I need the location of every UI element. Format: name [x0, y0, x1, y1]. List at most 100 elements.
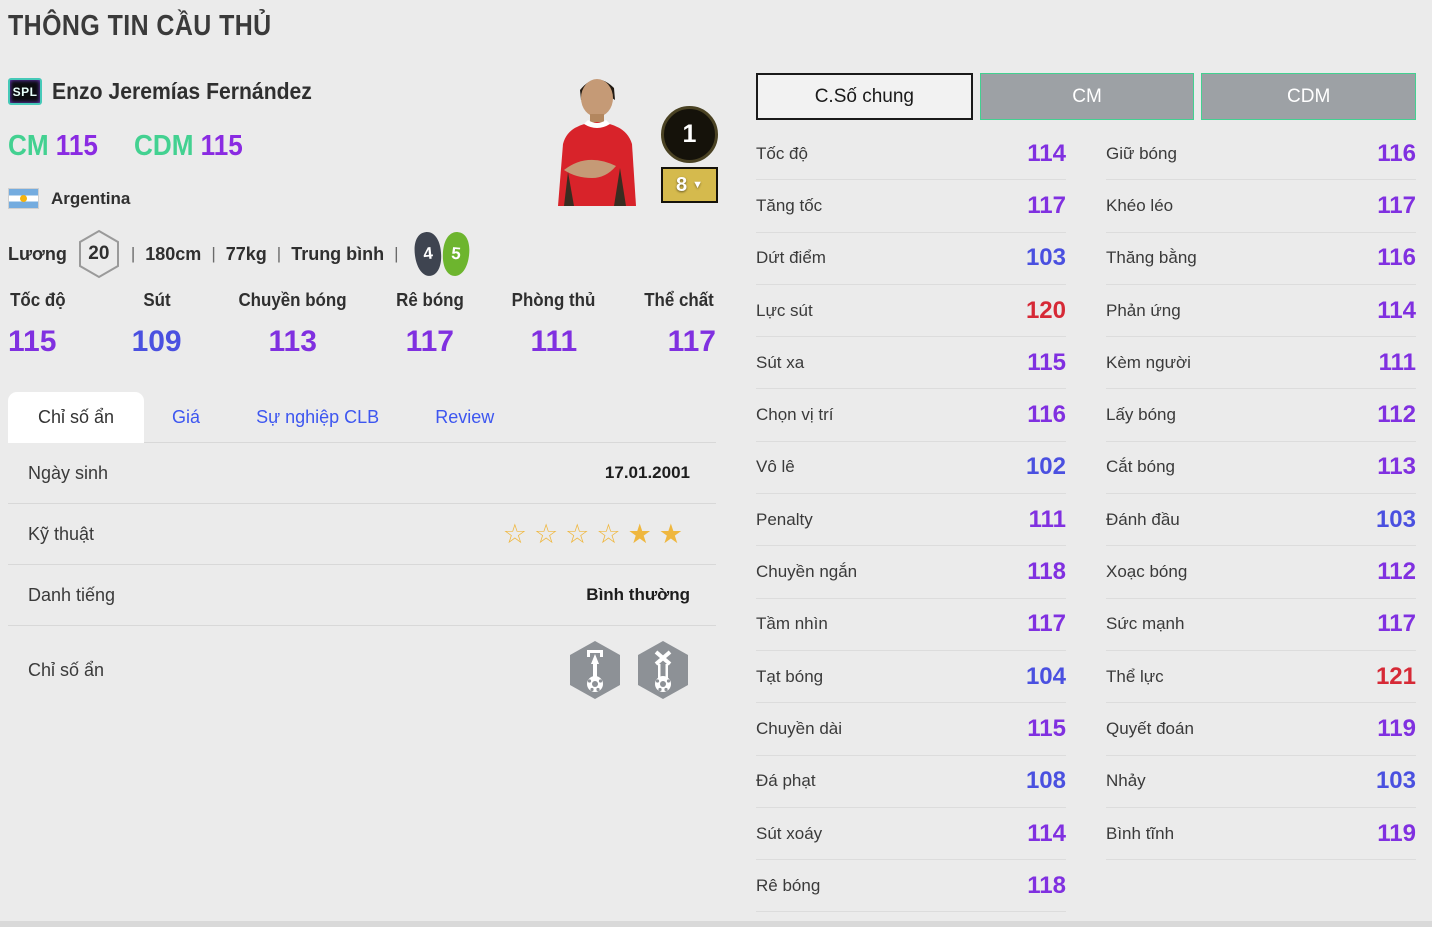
stat-label: Xoạc bóng [1106, 562, 1188, 582]
summary-stat-value: 117 [667, 325, 716, 358]
tab-club-career[interactable]: Sự nghiệp CLB [256, 406, 380, 427]
tab-hidden-stats[interactable]: Chỉ số ẩn [8, 392, 145, 443]
stat-value: 119 [1377, 714, 1416, 742]
stat-row: Sức mạnh 117 [1106, 599, 1416, 651]
tab-review[interactable]: Review [435, 406, 495, 427]
stat-value: 119 [1377, 819, 1416, 847]
stat-row: Vô lê 102 [756, 442, 1066, 495]
stat-label: Rê bóng [756, 875, 821, 895]
stat-label: Tạt bóng [756, 666, 824, 686]
stat-label: Sút xa [756, 352, 805, 372]
stat-label: Chọn vị trí [756, 405, 834, 425]
stat-value: 120 [1025, 296, 1066, 324]
weak-foot-value: 4 [421, 243, 434, 264]
stat-row: Sút xoáy 114 [756, 808, 1066, 861]
weak-foot-icon: 4 [408, 228, 447, 279]
stat-label: Penalty [756, 509, 813, 529]
enhance-level-dropdown[interactable]: 8 ▼ [661, 167, 718, 203]
nation-row: Argentina [8, 188, 130, 209]
stat-value: 112 [1377, 558, 1416, 586]
position-rating: CDM 115 [134, 130, 243, 163]
info-row-value: 17.01.2001 [604, 463, 690, 482]
stat-label: Cắt bóng [1106, 457, 1175, 477]
stat-label: Lấy bóng [1106, 405, 1176, 425]
meta-separator: | [394, 244, 399, 263]
stat-value: 117 [1027, 191, 1066, 219]
row-reputation: Danh tiếng Bình thường [8, 565, 716, 626]
stat-label: Sút xoáy [756, 823, 823, 843]
info-row-label: Danh tiếng [28, 584, 116, 605]
stat-row: Rê bóng 118 [756, 860, 1066, 913]
stat-row: Quyết đoán 119 [1106, 703, 1416, 756]
stat-value: 111 [1028, 505, 1066, 533]
position-rating-value: 115 [200, 130, 243, 162]
stat-label: Chuyền dài [756, 718, 843, 738]
foot-ratings: 4 5 [411, 230, 473, 278]
summary-stat-value: 111 [530, 325, 578, 358]
summary-stat-value: 117 [405, 325, 454, 358]
summary-stat: Chuyền bóng 113 [235, 290, 350, 359]
stat-row: Xoạc bóng 112 [1106, 546, 1416, 599]
stat-row: Thể lực 121 [1106, 651, 1416, 704]
stat-row: Cắt bóng 113 [1106, 442, 1416, 495]
position-cdm-button[interactable]: CDM [1201, 73, 1417, 120]
stat-value: 102 [1025, 453, 1066, 481]
player-header: SPL Enzo Jeremías Fernández [8, 78, 335, 105]
stat-label: Kèm người [1106, 352, 1191, 372]
salary-value: 20 [88, 243, 110, 264]
info-row-label: Kỹ thuật [28, 523, 95, 544]
stat-value: 114 [1377, 296, 1416, 324]
stat-value: 118 [1027, 558, 1066, 586]
stat-value: 104 [1025, 662, 1066, 690]
stat-label: Lực sút [756, 300, 813, 320]
summary-stat: Phòng thủ 111 [509, 290, 598, 359]
player-body-type: Trung bình [291, 243, 385, 264]
meta-separator: | [130, 244, 136, 263]
stat-value: 115 [1027, 714, 1066, 742]
strong-foot-icon: 5 [437, 229, 475, 280]
summary-stat: Rê bóng 117 [394, 290, 466, 359]
stat-value: 117 [1377, 610, 1416, 638]
stat-row: Tầm nhìn 117 [756, 599, 1066, 651]
enhance-level-value: 8 [675, 173, 688, 196]
trait-ball-arrow-icon[interactable] [568, 640, 622, 700]
stat-row: Đá phạt 108 [756, 756, 1066, 808]
stat-label: Đá phạt [756, 771, 816, 791]
stat-row: Tạt bóng 104 [756, 651, 1066, 704]
stat-row: Khéo léo 117 [1106, 180, 1416, 233]
technique-stars: ☆☆☆☆★★ [502, 518, 690, 549]
stat-label: Khéo léo [1106, 195, 1174, 215]
bottom-scrollbar-track[interactable] [0, 921, 1432, 927]
strong-foot-value: 5 [450, 243, 462, 264]
stat-row: Penalty 111 [756, 494, 1066, 547]
hidden-info-table: Ngày sinh 17.01.2001 Kỹ thuật ☆☆☆☆★★ Danh ti… [8, 443, 716, 714]
stat-value: 103 [1025, 244, 1066, 272]
summary-stat-value: 115 [8, 325, 57, 358]
trait-badges [568, 640, 690, 700]
stat-row: Tăng tốc 117 [756, 180, 1066, 233]
general-stats-button[interactable]: C.Số chung [756, 73, 973, 120]
summary-stat-label: Chuyền bóng [238, 290, 347, 310]
nation-name: Argentina [51, 188, 131, 208]
position-rating: CM 115 [8, 130, 98, 163]
summary-stat: Tốc độ 115 [8, 290, 78, 359]
position-cm-button[interactable]: CM [979, 73, 1195, 120]
tab-bar: Chỉ số ẩn Giá Sự nghiệp CLB Review [8, 392, 716, 443]
salary-label: Lương [8, 243, 67, 264]
page-title: THÔNG TIN CẦU THỦ [8, 10, 272, 42]
player-meta-row: Lương 20 | 180cm | 77kg | Trung bình | 4… [8, 228, 473, 280]
player-photo [540, 74, 652, 206]
row-birthdate: Ngày sinh 17.01.2001 [8, 443, 716, 504]
stat-label: Tầm nhìn [756, 614, 828, 634]
info-row-value: Bình thường [586, 585, 690, 604]
trait-ball-cross-icon[interactable] [636, 640, 690, 700]
player-weight: 77kg [225, 243, 267, 264]
position-rating-value: 115 [55, 130, 98, 162]
stat-label: Thăng bằng [1106, 248, 1197, 268]
stat-value: 103 [1375, 505, 1416, 533]
stat-value: 115 [1027, 348, 1066, 376]
summary-stat-label: Tốc độ [10, 290, 66, 310]
tab-price[interactable]: Giá [172, 406, 201, 427]
info-row-label: Ngày sinh [28, 462, 109, 483]
